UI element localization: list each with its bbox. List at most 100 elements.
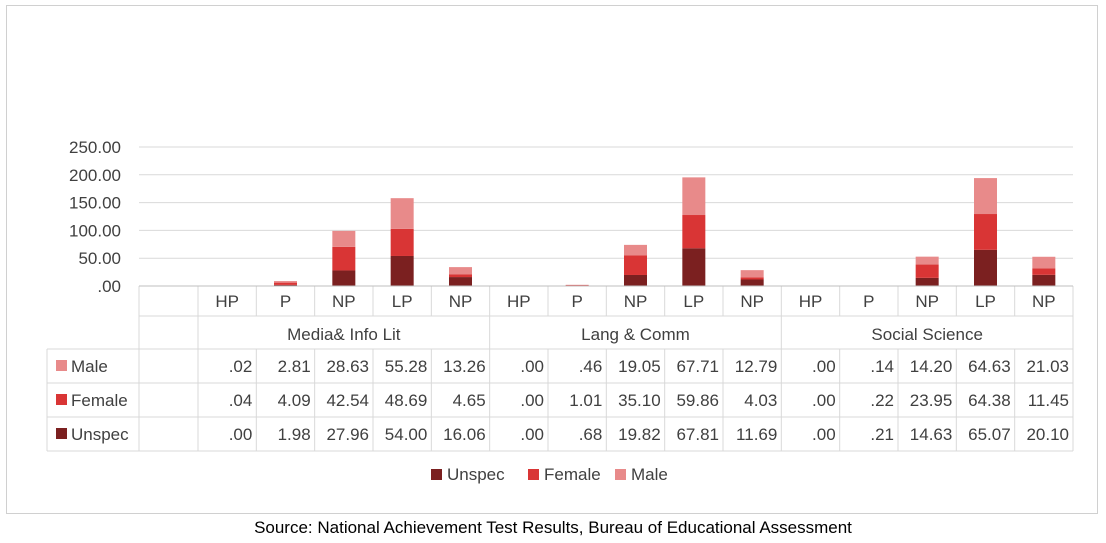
bar-segment-male: [682, 177, 706, 216]
y-tick-label: 200.00: [69, 166, 121, 185]
table-cell: .00: [520, 357, 544, 376]
bar-segment-male: [915, 256, 939, 265]
table-cell: 19.05: [618, 357, 661, 376]
bar-segment-female: [1032, 268, 1056, 275]
table-cell: .00: [520, 391, 544, 410]
bar-segment-male: [390, 198, 414, 229]
table-cell: 11.45: [1028, 391, 1069, 410]
table-cell: .02: [229, 357, 253, 376]
bar-segment-male: [449, 267, 472, 275]
group-label: Social Science: [871, 325, 983, 344]
legend-key-female: [56, 394, 67, 405]
table-cell: 59.86: [676, 391, 719, 410]
table-cell: 1.98: [278, 425, 311, 444]
bar-segment-unspec: [274, 284, 297, 286]
x-tick-label: NP: [915, 292, 939, 311]
table-row-label: Female: [71, 391, 128, 410]
bar-segment-unspec: [1032, 274, 1056, 286]
bar-segment-female: [624, 255, 647, 275]
bar-segment-unspec: [624, 274, 647, 286]
x-tick-label: LP: [975, 292, 996, 311]
bar-segment-male: [1032, 256, 1056, 269]
legend-key-unspec: [56, 428, 67, 439]
x-tick-label: NP: [740, 292, 764, 311]
table-cell: 64.63: [968, 357, 1011, 376]
x-tick-label: NP: [332, 292, 356, 311]
table-cell: 55.28: [385, 357, 428, 376]
bar-segment-female: [449, 274, 472, 278]
legend-swatch-male: [615, 469, 626, 480]
bar-segment-female: [974, 214, 997, 250]
table-cell: 19.82: [618, 425, 661, 444]
table-cell: 54.00: [385, 425, 428, 444]
bar-segment-unspec: [332, 270, 356, 286]
bar-segment-female: [390, 228, 414, 256]
table-cell: .00: [812, 391, 836, 410]
table-cell: 21.03: [1026, 357, 1069, 376]
y-tick-label: 100.00: [69, 221, 121, 240]
y-tick-label: .00: [97, 277, 121, 296]
table-cell: .14: [870, 357, 894, 376]
table-cell: 65.07: [968, 425, 1011, 444]
bar-segment-female: [740, 277, 764, 280]
legend-label: Male: [631, 465, 668, 484]
bar-segment-male: [332, 230, 356, 247]
bar-segment-male: [740, 270, 764, 278]
y-tick-label: 50.00: [78, 249, 121, 268]
table-cell: .00: [812, 425, 836, 444]
bar-segment-unspec: [915, 277, 939, 286]
x-tick-label: NP: [449, 292, 473, 311]
table-cell: .68: [579, 425, 603, 444]
bar-segment-female: [682, 215, 706, 249]
x-tick-label: HP: [215, 292, 239, 311]
bar-segment-female: [915, 264, 939, 278]
table-cell: .00: [520, 425, 544, 444]
bar-segment-female: [565, 285, 589, 286]
table-cell: 14.20: [910, 357, 953, 376]
table-row-label: Male: [71, 357, 108, 376]
table-cell: 23.95: [910, 391, 953, 410]
table-cell: 35.10: [618, 391, 661, 410]
table-cell: 2.81: [278, 357, 311, 376]
x-tick-label: P: [571, 292, 582, 311]
table-cell: 1.01: [569, 391, 602, 410]
table-cell: 42.54: [326, 391, 369, 410]
table-cell: 4.65: [453, 391, 486, 410]
legend-key-male: [56, 360, 67, 371]
table-cell: 14.63: [910, 425, 953, 444]
legend-swatch-female: [528, 469, 539, 480]
group-label: Lang & Comm: [581, 325, 690, 344]
x-tick-label: HP: [507, 292, 531, 311]
x-tick-label: HP: [799, 292, 823, 311]
bar-segment-male: [974, 178, 997, 215]
table-cell: 12.79: [735, 357, 778, 376]
table-cell: .00: [229, 425, 253, 444]
x-tick-label: NP: [624, 292, 648, 311]
chart-frame: .00 50.00 100.00 150.00 200.00 250.00 HP P NP LP N…: [6, 5, 1098, 514]
bar-segment-female: [274, 282, 297, 285]
bar-segment-male: [274, 281, 297, 283]
source-note: Source: National Achievement Test Result…: [254, 518, 852, 537]
x-tick-label: NP: [1032, 292, 1056, 311]
x-tick-label: LP: [392, 292, 413, 311]
group-label: Media& Info Lit: [287, 325, 401, 344]
legend-swatch-unspec: [431, 469, 442, 480]
table-row-label: Unspec: [71, 425, 129, 444]
table-cell: .46: [579, 357, 603, 376]
bar-segment-unspec: [682, 248, 706, 286]
x-tick-label: P: [863, 292, 874, 311]
table-cell: 28.63: [326, 357, 369, 376]
bar-segment-female: [332, 246, 356, 271]
table-cell: 48.69: [385, 391, 428, 410]
table-cell: .21: [870, 425, 894, 444]
table-cell: 4.03: [744, 391, 777, 410]
table-cell: 67.81: [676, 425, 719, 444]
table-cell: 67.71: [676, 357, 719, 376]
y-tick-label: 250.00: [69, 138, 121, 157]
legend-label: Female: [544, 465, 601, 484]
x-tick-label: LP: [683, 292, 704, 311]
table-cell: 13.26: [443, 357, 486, 376]
table-cell: 27.96: [326, 425, 369, 444]
bar-segment-unspec: [390, 255, 414, 286]
table-cell: .00: [812, 357, 836, 376]
